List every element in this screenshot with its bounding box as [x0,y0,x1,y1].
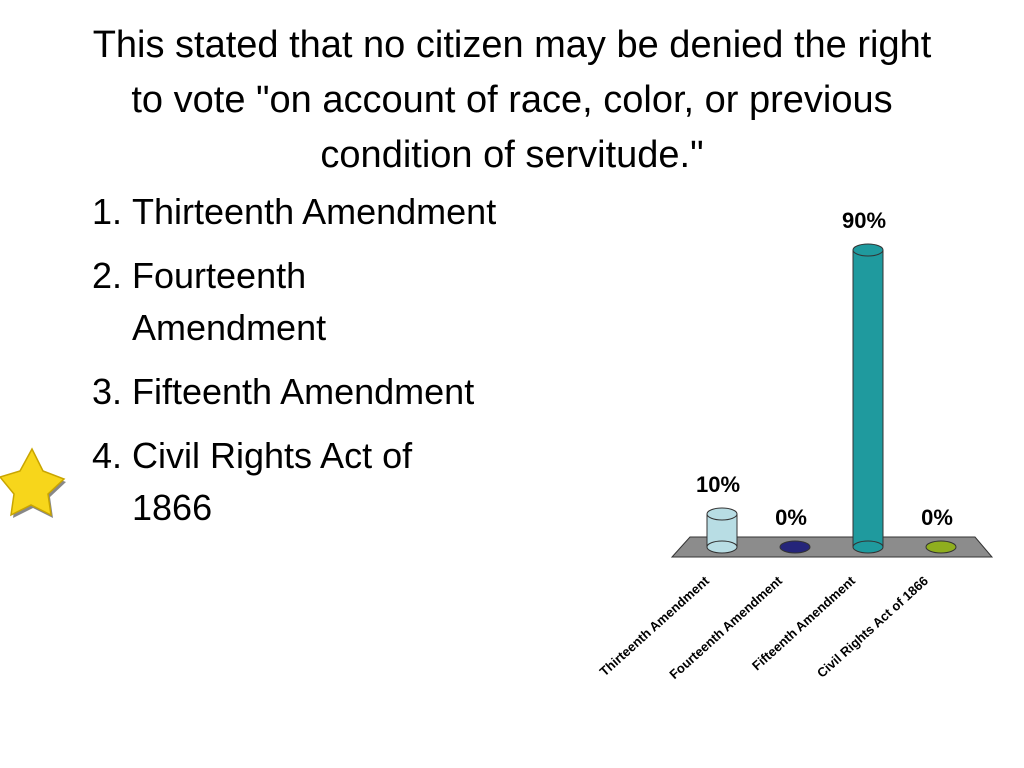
bar-top [706,507,738,521]
bar-base [706,540,738,554]
bar [779,540,811,554]
value-label: 0% [921,505,953,530]
value-label: 10% [696,472,740,497]
bar-top [852,243,884,257]
option: Fifteenth Amendment [132,366,502,418]
bar-base [852,540,884,554]
value-label: 90% [842,208,886,233]
option-list: Thirteenth Amendment Fourteenth Amendmen… [60,186,572,546]
bar [852,249,884,548]
star-icon [0,447,66,517]
option: Fourteenth Amendment [132,250,502,354]
value-label: 0% [775,505,807,530]
option: Civil Rights Act of 1866 [132,430,502,534]
bar [925,540,957,554]
option: Thirteenth Amendment [132,186,502,238]
slide-title: This stated that no citizen may be denie… [92,24,932,176]
